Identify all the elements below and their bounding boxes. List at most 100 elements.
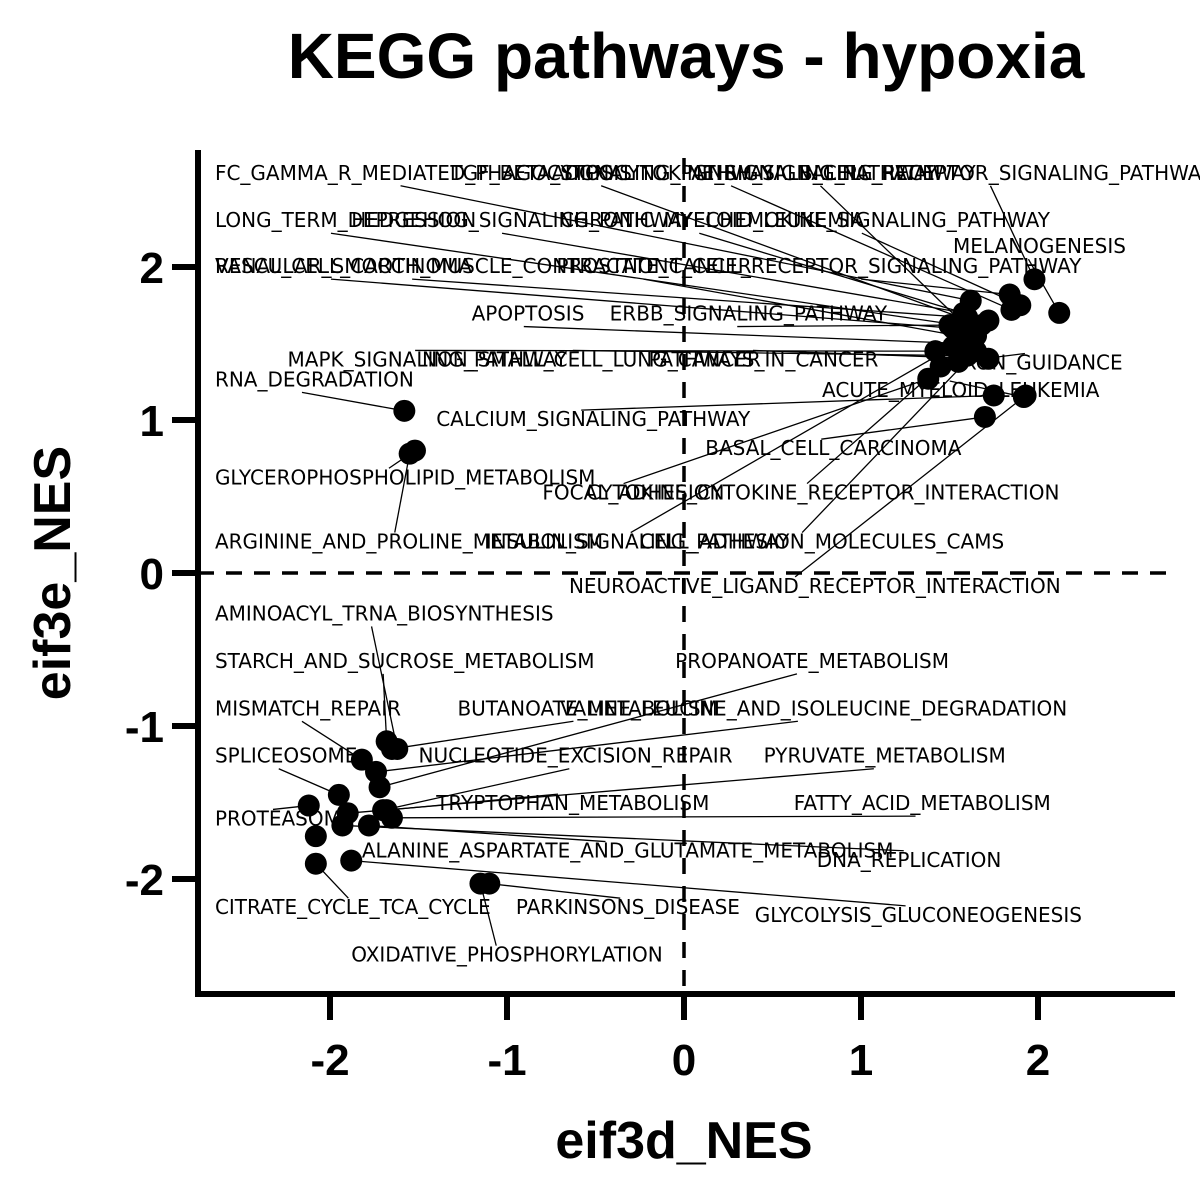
data-point xyxy=(929,355,952,378)
data-point xyxy=(357,814,380,837)
point-label: HEDGEHOG_SIGNALING_PATHWAY xyxy=(351,208,693,232)
x-tick-label: -1 xyxy=(487,1036,526,1085)
label-leader-line xyxy=(737,324,950,328)
point-label: LONG_TERM_DEPRESSION xyxy=(215,208,476,232)
point-label: PYRUVATE_METABOLISM xyxy=(764,744,1006,768)
point-label: B_CELL_RECEPTOR_SIGNALING_PATHWAY xyxy=(799,161,1200,185)
y-tick-label: -2 xyxy=(125,856,164,905)
point-label: PROPANOATE_METABOLISM xyxy=(675,649,949,673)
data-point xyxy=(942,335,965,358)
label-leader-line xyxy=(301,391,405,412)
point-labels: FC_GAMMA_R_MEDIATED_PHAGOCYTOSISTGF_BETA… xyxy=(215,161,1200,967)
label-leader-line xyxy=(330,278,954,329)
point-label: CYTOKINE_CYTOKINE_RECEPTOR_INTERACTION xyxy=(587,481,1060,505)
point-label: APOPTOSIS xyxy=(472,302,585,326)
label-leader-line xyxy=(643,278,959,337)
data-point xyxy=(1023,268,1046,291)
point-label: CHEMOKINE_SIGNALING_PATHWAY xyxy=(705,208,1050,232)
point-label: NUCLEOTIDE_EXCISION_REPAIR xyxy=(419,744,733,768)
point-label: DNA_REPLICATION xyxy=(817,848,1002,872)
point-label: PARKINSONS_DISEASE xyxy=(516,895,740,919)
x-tick-label: 2 xyxy=(1026,1036,1050,1085)
point-label: ACUTE_MYELOID_LEUKEMIA xyxy=(822,378,1100,402)
point-label: CITRATE_CYCLE_TCA_CYCLE xyxy=(215,895,491,919)
point-label: RENAL_CELL_CARCINOMA xyxy=(215,254,473,278)
point-label: PATHWAYS_IN_CANCER xyxy=(649,347,879,371)
chart-title: KEGG pathways - hypoxia xyxy=(288,20,1085,92)
point-label: NON_SMALL_CELL_LUNG_CANCER xyxy=(422,347,761,371)
point-label: MAPK_SIGNALING_PATHWAY xyxy=(288,347,568,371)
point-label: GNRH_SIGNALING_PATHWAY xyxy=(693,161,977,185)
y-axis-title: eif3e_NES xyxy=(24,446,82,700)
data-points xyxy=(297,268,1071,895)
y-axis-ticks: -2 -1 0 1 2 xyxy=(125,244,198,905)
data-point xyxy=(973,405,996,428)
label-leader-line xyxy=(630,345,954,534)
point-label: STARCH_AND_SUCROSE_METABOLISM xyxy=(215,649,595,673)
label-leader-line xyxy=(391,720,574,750)
data-point xyxy=(469,872,492,895)
label-leader-line xyxy=(861,278,1010,296)
point-label: BUTANOATE_METABOLISM xyxy=(457,696,717,720)
label-leader-line xyxy=(412,278,968,319)
label-leader-line xyxy=(415,349,936,352)
label-leader-line xyxy=(379,673,798,788)
data-point xyxy=(1014,384,1037,407)
point-label: NEUROACTIVE_LIGAND_RECEPTOR_INTERACTION xyxy=(569,574,1061,598)
data-point xyxy=(297,794,320,817)
point-label: ADIPOCYTOKINE_SIGNALING_PATHWAY xyxy=(551,161,938,185)
point-label: GLYCEROPHOSPHOLIPID_METABOLISM xyxy=(215,465,595,489)
point-label: ALANINE_ASPARTATE_AND_GLUTAMATE_METABOLI… xyxy=(362,839,894,863)
label-leader-line xyxy=(600,185,982,326)
label-leader-lines xyxy=(272,185,1060,946)
label-leader-line xyxy=(400,185,971,302)
point-label: CHRONIC_MYELOID_LEUKEMIA xyxy=(560,208,864,232)
label-leader-line xyxy=(501,232,964,314)
data-point xyxy=(938,314,961,337)
point-label: VASCULAR_SMOOTH_MUSCLE_CONTRACTION xyxy=(215,254,669,278)
x-tick-label: -2 xyxy=(310,1036,349,1085)
label-leader-line xyxy=(623,378,929,485)
point-label: GLYCOLYSIS_GLUCONEOGENESIS xyxy=(755,903,1082,927)
point-label: AMINOACYL_TRNA_BIOSYNTHESIS xyxy=(215,601,554,625)
data-point xyxy=(340,849,363,872)
x-axis-title: eif3d_NES xyxy=(555,1112,812,1170)
point-label: FATTY_ACID_METABOLISM xyxy=(794,791,1051,815)
label-leader-line xyxy=(386,793,559,811)
label-leader-line xyxy=(391,815,916,819)
data-point xyxy=(956,306,979,329)
label-leader-line xyxy=(523,325,964,345)
data-point xyxy=(393,399,416,422)
point-label: CELL_ADHESION_MOLECULES_CAMS xyxy=(640,530,1004,554)
label-leader-line xyxy=(489,882,621,899)
label-leader-line xyxy=(301,720,363,761)
data-point xyxy=(965,340,988,363)
label-leader-line xyxy=(801,350,977,533)
point-label: AXON_GUIDANCE xyxy=(950,351,1123,375)
point-label: BASAL_CELL_CARCINOMA xyxy=(705,436,962,460)
point-label: CALCIUM_SIGNALING_PATHWAY xyxy=(436,407,751,431)
point-label: SPLICEOSOME xyxy=(215,744,357,768)
point-label: PROSTATE_CANCER xyxy=(557,254,752,278)
point-label: FC_GAMMA_R_MEDIATED_PHAGOCYTOSIS xyxy=(215,161,632,185)
label-leader-line xyxy=(382,768,570,811)
reference-lines xyxy=(198,158,1170,994)
data-point xyxy=(998,283,1021,306)
data-point xyxy=(380,737,403,760)
point-label: T_CELL_RECEPTOR_SIGNALING_PATHWAY xyxy=(669,254,1082,278)
data-point xyxy=(977,309,1000,332)
data-point xyxy=(1048,301,1071,324)
point-label: FOCAL_ADHESION xyxy=(542,481,724,505)
label-leader-line xyxy=(375,720,798,773)
label-leader-line xyxy=(394,453,411,533)
label-leader-line xyxy=(730,185,1012,311)
point-label: TGF_BETA_SIGNALING_PATHWAY xyxy=(449,161,774,185)
point-label: MELANOGENESIS xyxy=(953,234,1126,258)
data-point xyxy=(380,806,403,829)
data-point xyxy=(304,852,327,875)
point-label: PROTEASOME xyxy=(215,806,354,830)
data-point xyxy=(327,783,350,806)
label-leader-line xyxy=(382,673,388,742)
label-leader-line xyxy=(351,859,906,907)
